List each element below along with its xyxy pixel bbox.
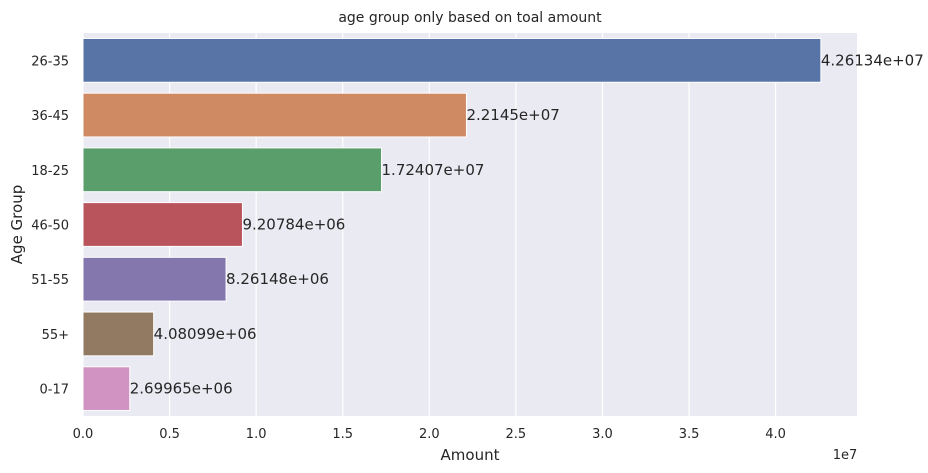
bar-55+ xyxy=(82,311,155,357)
x-tick-label: 0.0 xyxy=(73,427,94,442)
bar-18-25 xyxy=(82,147,383,193)
y-tick-label: 0-17 xyxy=(39,383,69,398)
x-axis-offset-label: 1e7 xyxy=(833,448,858,463)
value-label: 1.72407e+07 xyxy=(382,161,485,179)
x-tick-label: 2.5 xyxy=(506,427,527,442)
value-labels: 4.26134e+07 2.2145e+07 1.72407e+07 9.20784e… xyxy=(130,51,924,397)
value-label: 9.20784e+06 xyxy=(242,216,345,234)
bar-46-50 xyxy=(82,202,243,247)
y-axis-label: Age Group xyxy=(8,185,26,264)
x-tick-label: 3.0 xyxy=(592,427,613,442)
x-tick-label: 2.0 xyxy=(419,427,440,442)
bar-36-45 xyxy=(82,92,467,138)
x-tick-label: 1.0 xyxy=(246,427,267,442)
bar-26-35 xyxy=(82,37,822,83)
y-tick-labels: 26-35 36-45 18-25 46-50 51-55 55+ 0-17 xyxy=(31,54,69,397)
x-tick-label: 0.5 xyxy=(159,427,180,442)
bar-0-17 xyxy=(82,366,131,412)
value-label: 2.69965e+06 xyxy=(130,380,233,398)
value-label: 8.26148e+06 xyxy=(226,270,329,288)
y-tick-label: 46-50 xyxy=(31,219,69,234)
y-tick-label: 36-45 xyxy=(31,109,69,124)
y-tick-label: 55+ xyxy=(42,328,69,343)
bars xyxy=(82,37,822,412)
value-label: 2.2145e+07 xyxy=(466,106,559,124)
x-tick-labels: 0.0 0.5 1.0 1.5 2.0 2.5 3.0 3.5 4.0 xyxy=(73,427,786,442)
value-label: 4.26134e+07 xyxy=(821,51,924,69)
bar-51-55 xyxy=(82,256,227,302)
y-tick-label: 51-55 xyxy=(31,273,69,288)
chart-title: age group only based on toal amount xyxy=(338,10,602,26)
x-axis-label: Amount xyxy=(441,446,500,464)
x-tick-label: 4.0 xyxy=(765,427,786,442)
x-tick-label: 1.5 xyxy=(332,427,353,442)
value-label: 4.08099e+06 xyxy=(154,325,257,343)
y-tick-label: 18-25 xyxy=(31,164,69,179)
x-tick-label: 3.5 xyxy=(679,427,700,442)
y-tick-label: 26-35 xyxy=(31,54,69,69)
